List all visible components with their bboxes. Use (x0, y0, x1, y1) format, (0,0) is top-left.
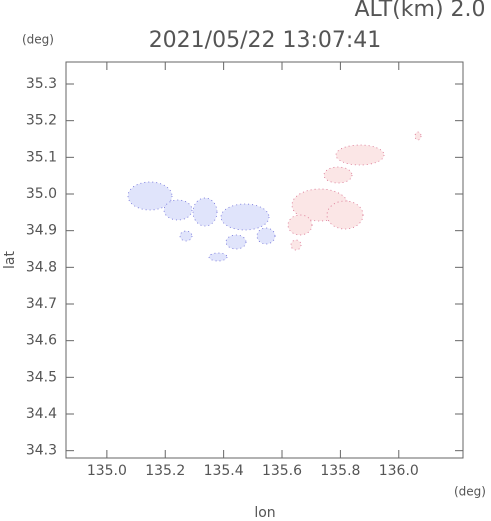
altitude-label: ALT(km) 2.0 (354, 0, 485, 22)
x-tick-label: 136.0 (379, 463, 419, 479)
x-tick-label: 135.8 (320, 463, 360, 479)
y-tick-label: 34.9 (26, 223, 57, 239)
y-tick-label: 35.0 (26, 186, 57, 202)
x-unit: (deg) (454, 485, 486, 499)
x-axis-label: lon (254, 505, 275, 521)
x-tick-label: 135.4 (204, 463, 244, 479)
echo-field (127, 131, 422, 262)
y-tick-label: 35.2 (26, 113, 57, 129)
y-tick-label: 34.4 (26, 406, 57, 422)
y-tick-label: 34.3 (26, 443, 57, 459)
y-axis-label: lat (2, 251, 18, 269)
plot-frame (65, 61, 464, 459)
y-tick-label: 34.8 (26, 259, 57, 275)
y-unit: (deg) (22, 33, 54, 47)
y-tick-label: 34.7 (26, 296, 57, 312)
y-tick-label: 34.6 (26, 333, 57, 349)
x-tick-label: 135.0 (87, 463, 127, 479)
y-tick-label: 35.1 (26, 149, 57, 165)
x-tick-label: 135.6 (262, 463, 302, 479)
x-tick-label: 135.2 (145, 463, 185, 479)
y-tick-label: 35.3 (26, 76, 57, 92)
chart-title: 2021/05/22 13:07:41 (149, 28, 382, 53)
y-tick-label: 34.5 (26, 369, 57, 385)
